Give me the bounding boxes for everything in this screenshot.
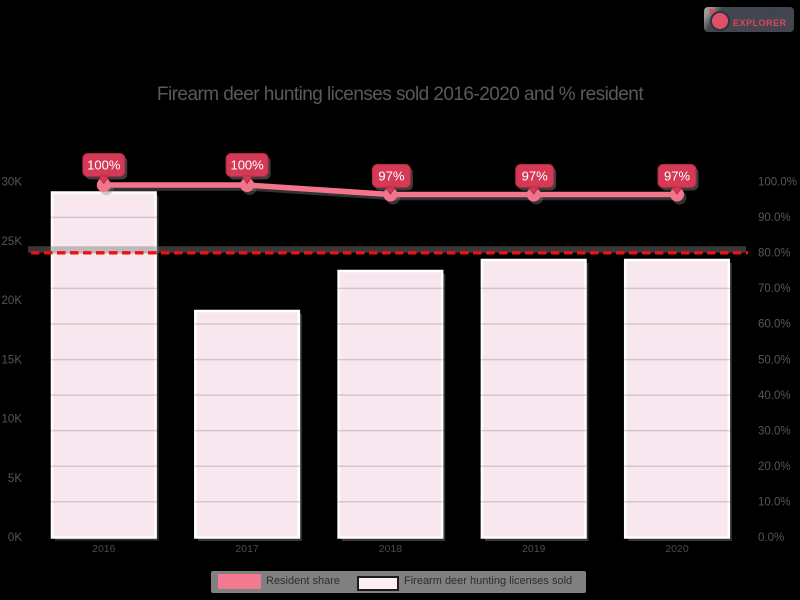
svg-text:0.0%: 0.0% [758, 532, 784, 544]
svg-text:30K: 30K [2, 177, 23, 189]
svg-text:2018: 2018 [379, 543, 403, 555]
svg-text:100.0%: 100.0% [758, 177, 797, 189]
svg-text:97%: 97% [378, 169, 404, 184]
svg-text:0K: 0K [8, 532, 22, 544]
svg-text:10.0%: 10.0% [758, 497, 791, 509]
svg-text:100%: 100% [230, 158, 264, 173]
svg-text:70.0%: 70.0% [758, 283, 791, 295]
svg-text:20K: 20K [2, 295, 23, 307]
svg-text:80.0%: 80.0% [758, 248, 791, 260]
svg-text:20.0%: 20.0% [758, 461, 791, 473]
svg-text:97%: 97% [522, 169, 548, 184]
svg-text:30.0%: 30.0% [758, 425, 791, 437]
svg-text:10K: 10K [2, 414, 23, 426]
svg-text:60.0%: 60.0% [758, 319, 791, 331]
svg-text:2020: 2020 [665, 543, 689, 555]
svg-text:2019: 2019 [522, 543, 546, 555]
svg-text:90.0%: 90.0% [758, 212, 791, 224]
svg-text:40.0%: 40.0% [758, 390, 791, 402]
svg-text:25K: 25K [2, 236, 23, 248]
svg-text:5K: 5K [8, 473, 22, 485]
svg-text:100%: 100% [87, 158, 121, 173]
svg-text:15K: 15K [2, 354, 23, 366]
svg-text:2016: 2016 [92, 543, 116, 555]
svg-text:97%: 97% [664, 169, 690, 184]
svg-text:2017: 2017 [235, 543, 259, 555]
svg-text:50.0%: 50.0% [758, 354, 791, 366]
